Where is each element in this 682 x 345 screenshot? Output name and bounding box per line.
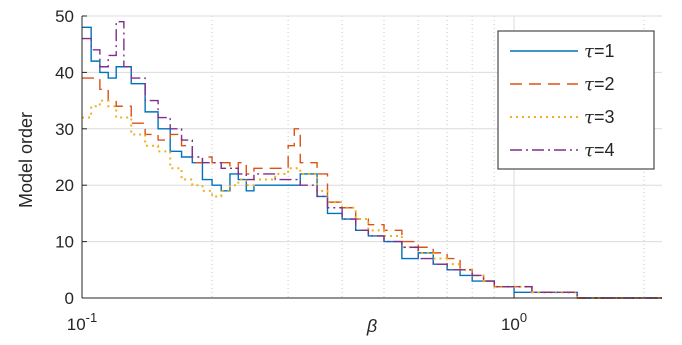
series-line-tau-1 [82, 26, 662, 299]
y-axis-title: Model order [16, 112, 36, 208]
y-tick-labels: 0 10 20 30 40 50 [55, 7, 74, 308]
y-tick-label: 10 [55, 233, 74, 252]
y-tick-label: 40 [55, 63, 74, 82]
series-line-tau-4 [82, 20, 662, 299]
x-tick-label: 100 [501, 310, 527, 334]
y-tick-label: 20 [55, 176, 74, 195]
legend: τ=1 τ=2 τ=3 τ=4 [497, 30, 655, 170]
series-layer [82, 20, 662, 299]
x-axis-title: β [366, 316, 377, 336]
series-line-tau-3 [82, 99, 662, 299]
x-tick-labels: 10-1 100 [67, 310, 527, 334]
legend-box [497, 30, 655, 170]
y-tick-label: 0 [65, 289, 74, 308]
legend-label: τ=1 [584, 41, 615, 62]
legend-label: τ=3 [584, 107, 615, 128]
legend-label: τ=4 [584, 140, 615, 161]
legend-label: τ=2 [584, 74, 615, 95]
y-tick-label: 30 [55, 120, 74, 139]
x-tick-label: 10-1 [67, 310, 97, 334]
axes [81, 15, 662, 299]
series-line-tau-2 [82, 77, 662, 299]
y-tick-label: 50 [55, 7, 74, 26]
